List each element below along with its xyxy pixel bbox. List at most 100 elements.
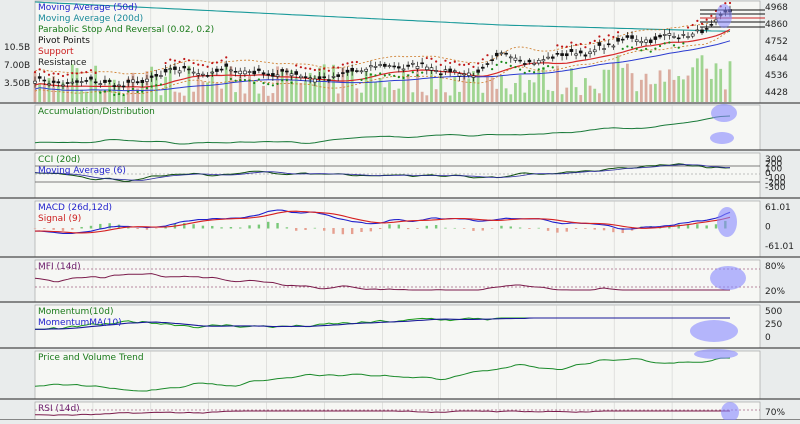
- macd-hist-bar: [350, 228, 354, 235]
- volume-bar: [602, 69, 606, 102]
- candle-body: [648, 39, 653, 43]
- volume-bar: [112, 79, 116, 102]
- volume-bar: [672, 79, 676, 102]
- macd-hist-bar: [80, 226, 83, 229]
- candle-body: [229, 69, 233, 72]
- volume-bar: [159, 95, 163, 102]
- legend-label: Accumulation/Distribution: [38, 107, 155, 117]
- volume-bar: [565, 87, 569, 102]
- candle-body: [411, 62, 415, 65]
- candle-body: [345, 69, 350, 73]
- candle-body: [238, 70, 243, 75]
- macd-hist-bar: [136, 228, 139, 230]
- volume-bar: [514, 82, 517, 102]
- volume-bar: [504, 88, 508, 102]
- volume-bar: [411, 92, 415, 102]
- macd-hist-bar: [183, 222, 186, 229]
- candle-body: [275, 74, 280, 77]
- candle-body: [140, 79, 145, 83]
- candle-body: [681, 34, 686, 36]
- macd-hist-bar: [462, 228, 466, 229]
- volume-bar: [518, 74, 522, 102]
- psar-dot: [43, 70, 46, 73]
- psar-dot: [579, 42, 582, 46]
- psar-dot: [248, 79, 251, 82]
- candle-body: [56, 81, 61, 84]
- psar-dot: [117, 92, 121, 96]
- candle-body: [452, 70, 457, 73]
- legend-label: MFI (14d): [38, 262, 81, 272]
- volume-bar: [574, 87, 578, 102]
- psar-dot: [61, 74, 65, 78]
- y-tick-label: 100: [765, 164, 782, 174]
- y-tick-label: -100: [765, 174, 786, 184]
- volume-bar: [509, 94, 513, 102]
- psar-dot: [141, 90, 144, 93]
- candle-body: [233, 70, 238, 73]
- psar-dot: [360, 78, 363, 81]
- psar-dot: [164, 61, 167, 65]
- macd-hist-bar: [490, 228, 494, 229]
- psar-dot: [155, 84, 158, 87]
- macd-hist-bar: [668, 226, 671, 229]
- volume-bar: [663, 81, 667, 102]
- candle-body: [471, 75, 476, 78]
- candle-body: [369, 65, 373, 68]
- candle-body: [126, 79, 131, 83]
- y-tick-label: 0: [765, 223, 771, 233]
- volume-bar: [98, 90, 102, 102]
- candle-body: [65, 82, 70, 84]
- volume-bar: [416, 66, 419, 102]
- candle-body: [84, 80, 89, 82]
- volume-bar: [103, 90, 107, 102]
- volume-bar: [364, 70, 368, 102]
- candle-body: [406, 64, 410, 67]
- volume-bar: [42, 83, 46, 102]
- volume-bar: [47, 78, 51, 102]
- psar-dot: [225, 56, 228, 59]
- psar-dot: [276, 82, 279, 85]
- psar-dot: [80, 71, 83, 74]
- psar-dot: [351, 61, 354, 64]
- candle-body: [70, 81, 75, 84]
- volume-bar: [182, 95, 186, 102]
- legend-label: RSI (14d): [38, 404, 80, 414]
- macd-hist-bar: [52, 228, 55, 230]
- volume-bar: [210, 71, 214, 102]
- volume-bar: [341, 67, 345, 102]
- volume-bar: [131, 72, 135, 102]
- macd-hist-bar: [388, 224, 391, 229]
- volume-bar: [322, 64, 326, 102]
- candle-body: [131, 79, 135, 83]
- psar-dot: [574, 43, 578, 46]
- volume-bar: [234, 92, 237, 102]
- candle-body: [196, 73, 201, 76]
- volume-bar: [271, 93, 275, 102]
- volume-tick-label: 3.50B: [4, 79, 30, 89]
- psar-dot: [477, 62, 480, 65]
- volume-bar: [486, 76, 489, 102]
- psar-dot: [234, 79, 237, 82]
- candle-body: [578, 50, 583, 54]
- volume-bar: [695, 58, 699, 102]
- legend-label: MACD (26d,12d): [38, 203, 112, 213]
- psar-dot: [495, 63, 498, 66]
- candle-body: [341, 72, 345, 74]
- macd-hist-bar: [43, 228, 46, 229]
- macd-hist-bar: [99, 223, 102, 229]
- highlight-ellipse: [694, 349, 738, 359]
- panel-frame-macd: [34, 200, 761, 258]
- volume-bar: [388, 82, 391, 102]
- psar-dot: [602, 38, 606, 41]
- pvt-line: [34, 357, 731, 392]
- volume-bar: [635, 91, 639, 102]
- lower-band: [34, 30, 731, 95]
- candle-body: [695, 29, 700, 32]
- volume-bar: [579, 95, 583, 102]
- volume-bar: [360, 92, 363, 102]
- volume-bar: [168, 67, 172, 102]
- candle-body: [644, 39, 648, 43]
- psar-dot: [52, 72, 55, 75]
- psar-dot: [159, 83, 163, 86]
- volume-bar: [299, 82, 303, 102]
